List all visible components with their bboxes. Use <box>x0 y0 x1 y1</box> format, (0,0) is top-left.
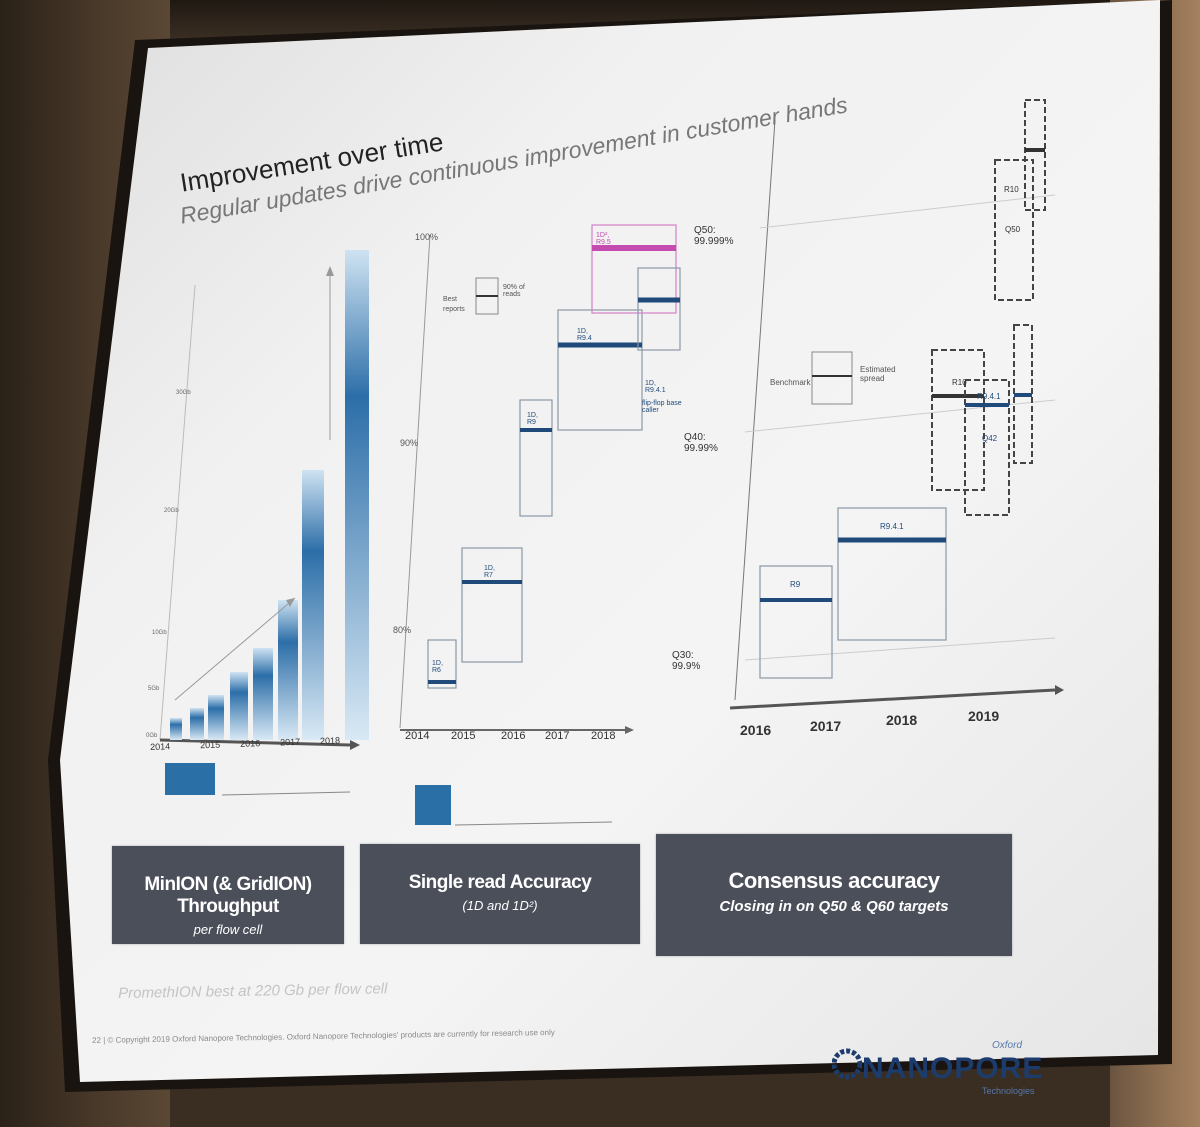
legend-swatch <box>165 763 215 795</box>
bar-label: 1D, R9 <box>527 412 538 426</box>
legend-best: Best <box>443 296 458 303</box>
consensus-bar <box>1024 99 1046 211</box>
throughput-bar <box>208 695 224 740</box>
panel-title: MinION (& GridION) Throughput <box>144 874 312 917</box>
bar-label: 1D, R7 <box>484 565 495 579</box>
throughput-bar <box>190 708 204 740</box>
throughput-bar <box>345 250 369 740</box>
panel-accuracy: Single read Accuracy (1D and 1D²) <box>360 844 640 944</box>
consensus-bar <box>759 565 833 679</box>
y-tick: 0Gb <box>146 733 158 739</box>
consensus-bar <box>931 349 985 491</box>
y-tick: 5Gb <box>148 686 160 692</box>
legend-range: 90% of reads <box>503 284 525 298</box>
accuracy-bar <box>557 309 643 431</box>
y-tick: 10Gb <box>152 630 167 636</box>
year-tick: 2015 <box>451 730 476 742</box>
bar-label: R10 <box>952 378 967 387</box>
legend-benchmark: Benchmark <box>770 378 811 387</box>
consensus-bar <box>837 507 947 641</box>
year-tick: 2014 <box>405 730 430 742</box>
y-tick: 90% <box>400 438 419 448</box>
logo-brand: NANOPORE <box>862 1052 1044 1085</box>
bar-label: R9 <box>790 580 801 589</box>
legend-spread: Estimated spread <box>860 365 896 383</box>
year-tick: 2018 <box>886 712 918 728</box>
legend-best2: reports <box>443 306 465 313</box>
throughput-bar <box>253 648 273 740</box>
panel-throughput: MinION (& GridION) Throughput per flow c… <box>112 846 344 944</box>
bar-label: 1D², R9.5 <box>596 232 611 246</box>
year-tick: 2017 <box>545 730 570 742</box>
level-label: Q50: 99.999% <box>694 225 734 247</box>
panel-title: Consensus accuracy <box>728 868 940 893</box>
panel-consensus: Consensus accuracy Closing in on Q50 & Q… <box>656 834 1012 956</box>
level-label: Q40: 99.99% <box>684 432 718 454</box>
accuracy-bar <box>461 547 523 663</box>
year-tick: 2017 <box>810 718 842 734</box>
bar-label: Q50 <box>1005 225 1021 234</box>
accuracy-bar <box>637 267 681 351</box>
logo-oxford: Oxford <box>992 1040 1023 1051</box>
throughput-bar <box>278 600 298 740</box>
throughput-bar <box>302 470 324 740</box>
throughput-bar <box>230 672 248 740</box>
legend-swatch <box>415 785 451 825</box>
y-tick: 100% <box>415 232 439 242</box>
bar-label: R9.4.1 <box>977 392 1001 401</box>
panel-title: Single read Accuracy <box>408 872 592 893</box>
level-label: Q30: 99.9% <box>672 650 701 672</box>
throughput-bar <box>170 718 182 740</box>
consensus-bar <box>994 159 1034 301</box>
year-tick: 2018 <box>591 730 616 742</box>
bar-label: 1D, R9.4 <box>577 328 592 342</box>
y-tick: 80% <box>393 625 412 635</box>
panel-subtitle: (1D and 1D²) <box>462 898 538 913</box>
y-tick: 20Gb <box>164 508 179 514</box>
logo-tech: Technologies <box>982 1086 1035 1096</box>
accuracy-bar-1d2 <box>591 224 677 314</box>
bar-label: R10 <box>1004 185 1019 194</box>
bar-label: Q42 <box>982 434 998 443</box>
panel-subtitle: Closing in on Q50 & Q60 targets <box>719 898 949 915</box>
year-tick: 2016 <box>501 730 526 742</box>
consensus-bar <box>964 379 1010 516</box>
accuracy-bar <box>427 639 457 689</box>
y-tick: 30Gb <box>176 390 191 396</box>
bar-label: R9.4.1 <box>880 522 904 531</box>
year-tick: 2019 <box>968 708 1000 724</box>
bar-label: 1D, R6 <box>432 660 443 674</box>
bar-label: flip-flop base caller <box>642 400 682 414</box>
year-tick: 2016 <box>740 722 772 738</box>
accuracy-bar <box>519 399 553 517</box>
panel-subtitle: per flow cell <box>193 922 263 937</box>
bar-label: 1D, R9.4.1 <box>645 380 666 394</box>
nanopore-logo-icon <box>832 1048 862 1080</box>
